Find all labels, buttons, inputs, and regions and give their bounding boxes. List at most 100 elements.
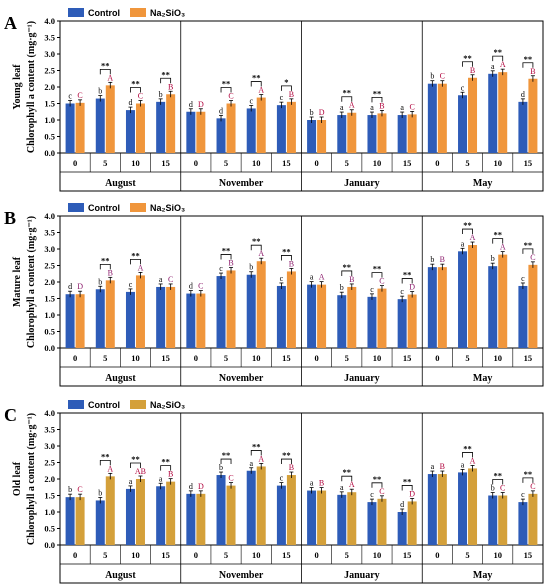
bar-treatment	[437, 474, 447, 545]
sig-letter-treatment: B	[349, 275, 354, 284]
day-tick-label: 10	[373, 550, 382, 560]
significance-bracket	[220, 458, 232, 465]
sig-letter-control: b	[430, 255, 434, 264]
bar-control	[216, 276, 226, 348]
sig-letter-treatment: B	[319, 479, 324, 488]
day-tick-label: 5	[103, 550, 107, 560]
bar-treatment	[468, 468, 478, 545]
sig-letter-control: c	[129, 280, 133, 289]
day-tick-label: 0	[194, 158, 198, 168]
sig-letter-treatment: D	[198, 482, 204, 491]
bar-treatment	[196, 293, 206, 348]
y-axis-label: Chlorophyll a content (mg·g⁻¹)	[26, 413, 37, 545]
bar-control	[488, 73, 498, 153]
day-tick-label: 10	[252, 550, 261, 560]
bar-treatment	[528, 264, 538, 348]
month-label: November	[219, 570, 264, 581]
bar-treatment	[437, 267, 447, 348]
day-tick-label: 15	[524, 353, 533, 363]
sig-letter-treatment: D	[198, 100, 204, 109]
bar-treatment	[226, 103, 236, 153]
month-label: January	[344, 373, 380, 384]
sig-letter-treatment: A	[319, 273, 325, 282]
sig-letter-control: c	[219, 264, 223, 273]
significance-bracket	[250, 244, 262, 251]
sig-letter-control: a	[340, 103, 344, 112]
bar-control	[65, 103, 75, 153]
sig-letter-control: b	[340, 283, 344, 292]
significance-bracket	[401, 278, 413, 284]
sig-letter-control: a	[461, 460, 465, 469]
significance-stars: **	[282, 246, 291, 256]
day-tick-label: 10	[373, 158, 382, 168]
bar-treatment	[407, 501, 417, 545]
bar-control	[125, 110, 135, 153]
bar-control	[186, 293, 196, 348]
bar-treatment	[347, 112, 357, 153]
bar-treatment	[317, 284, 327, 348]
day-tick-label: 15	[524, 158, 533, 168]
bar-control	[186, 493, 196, 545]
significance-bracket	[99, 68, 111, 75]
significance-bracket	[341, 475, 353, 482]
y-tick-label: 1.0	[44, 507, 55, 517]
bar-control	[307, 284, 317, 348]
day-tick-label: 10	[373, 353, 382, 363]
day-tick-label: 5	[345, 353, 349, 363]
significance-bracket	[522, 477, 534, 483]
legend-swatch-treatment	[130, 203, 146, 212]
bar-treatment	[226, 485, 236, 545]
day-tick-label: 15	[524, 550, 533, 560]
bar-treatment	[498, 72, 508, 153]
significance-bracket	[250, 450, 262, 456]
y-tick-label: 1.5	[44, 491, 55, 501]
bar-treatment	[135, 103, 145, 153]
sig-letter-control: b	[98, 488, 102, 497]
legend-swatch-treatment	[130, 8, 146, 17]
sig-letter-control: d	[189, 282, 193, 291]
significance-stars: **	[493, 471, 502, 481]
sig-letter-treatment: C	[77, 91, 82, 100]
month-label: November	[219, 178, 264, 189]
bar-treatment	[286, 271, 296, 348]
y-tick-label: 3.5	[44, 33, 55, 43]
day-tick-label: 5	[345, 158, 349, 168]
significance-stars: **	[222, 245, 231, 255]
day-tick-label: 15	[161, 353, 170, 363]
y-tick-label: 3.0	[44, 441, 55, 451]
day-tick-label: 5	[465, 353, 469, 363]
sig-letter-treatment: A	[138, 263, 144, 272]
sig-letter-treatment: C	[138, 92, 143, 101]
bar-control	[156, 101, 166, 153]
sig-letter-treatment: C	[228, 474, 233, 483]
day-tick-label: 0	[314, 550, 318, 560]
significance-stars: **	[373, 474, 382, 484]
sig-letter-control: d	[189, 100, 193, 109]
month-label: May	[473, 373, 492, 384]
sig-letter-treatment: B	[289, 90, 294, 99]
day-tick-label: 0	[73, 158, 77, 168]
bar-treatment	[256, 261, 266, 348]
bar-treatment	[105, 85, 115, 153]
y-tick-label: 1.0	[44, 310, 55, 320]
sig-letter-treatment: A	[500, 60, 506, 69]
bar-control	[65, 497, 75, 545]
y-tick-label: 1.0	[44, 115, 55, 125]
significance-bracket	[281, 85, 292, 91]
bar-control	[246, 274, 256, 348]
y-axis-label: Chlorophyll a content (mg·g⁻¹)	[26, 216, 37, 348]
significance-stars: **	[463, 443, 472, 453]
sig-letter-control: c	[68, 92, 72, 101]
sig-letter-treatment: B	[108, 268, 113, 277]
bar-treatment	[226, 270, 236, 348]
sig-letter-treatment: C	[409, 102, 414, 111]
bar-control	[367, 296, 377, 348]
bar-treatment	[317, 120, 327, 153]
sig-letter-treatment: D	[319, 108, 325, 117]
y-tick-label: 0.0	[44, 540, 55, 550]
significance-bracket	[522, 62, 534, 68]
sig-letter-control: a	[340, 483, 344, 492]
y-tick-label: 0.5	[44, 132, 55, 142]
bar-treatment	[256, 466, 266, 545]
significance-bracket	[160, 77, 172, 84]
